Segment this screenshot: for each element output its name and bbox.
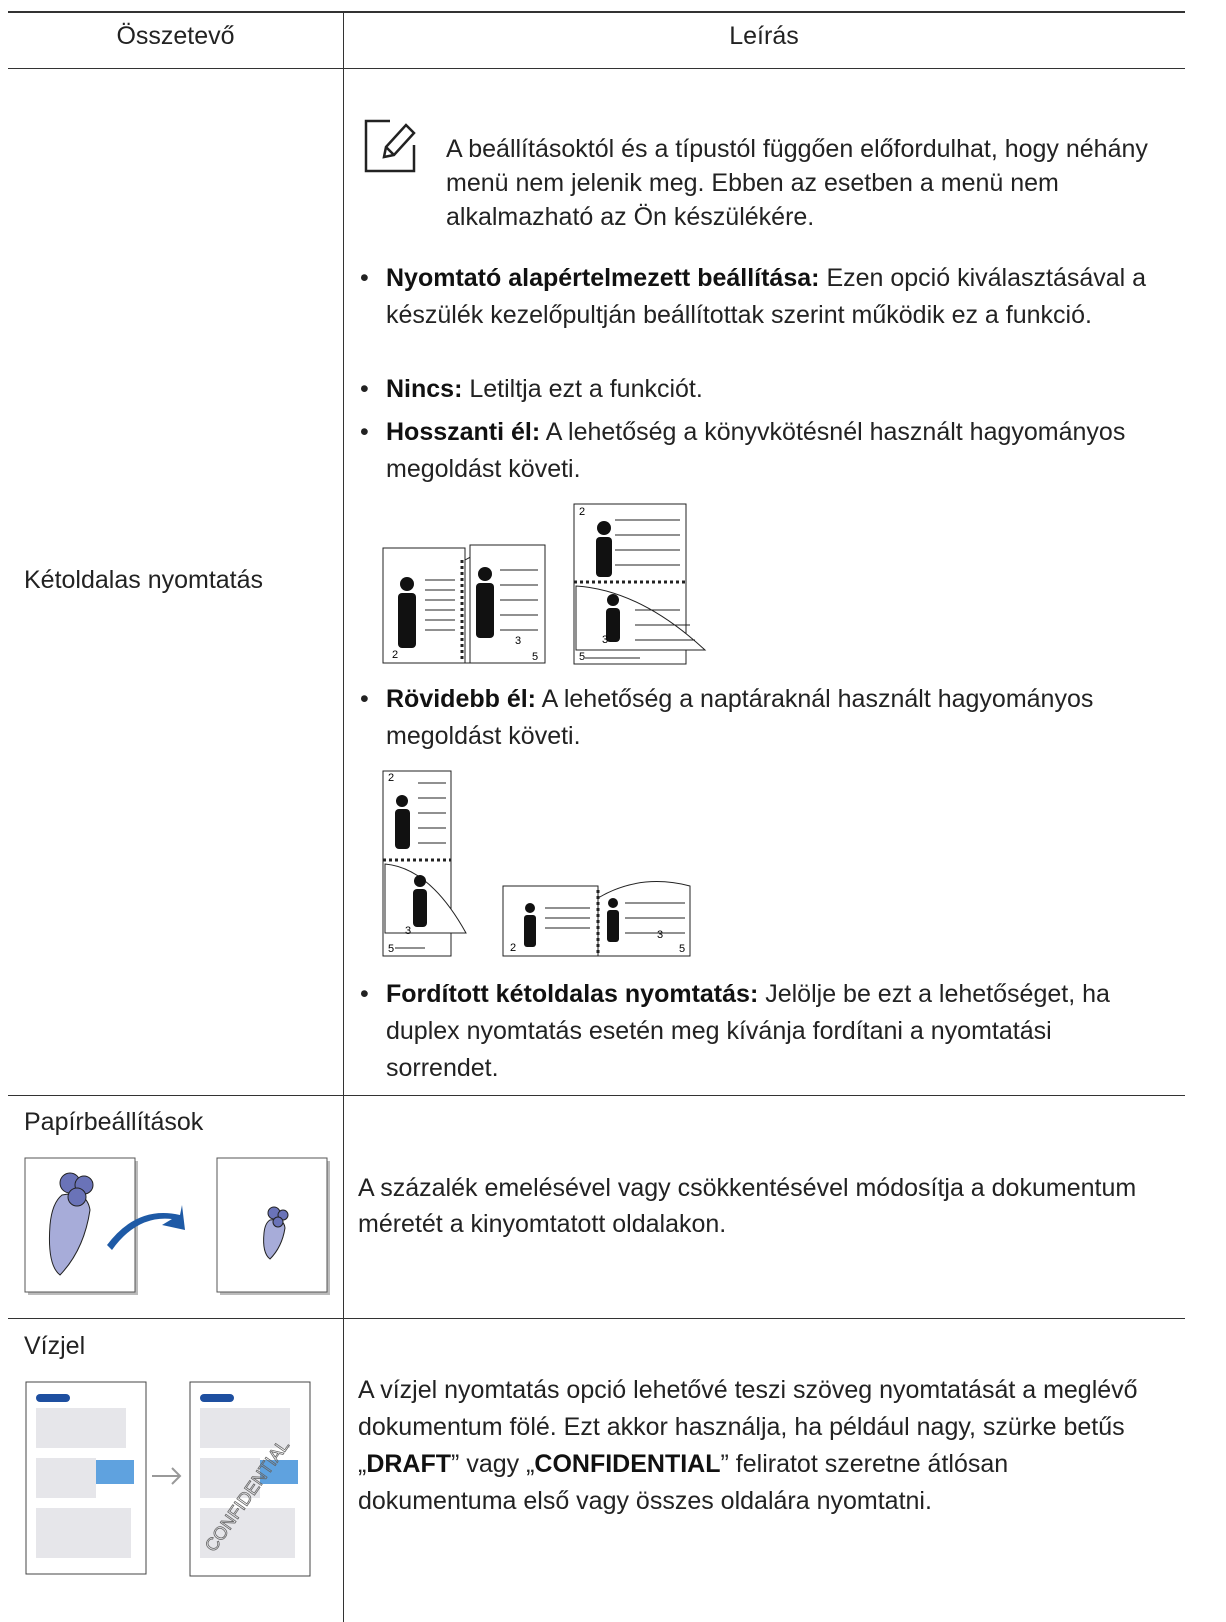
row-rule xyxy=(8,1318,1185,1319)
page-number: 5 xyxy=(579,651,585,663)
option-text: A lehetőség a naptáraknál használt hagyo… xyxy=(386,685,1094,750)
table-top-rule xyxy=(8,11,1185,13)
option-term: Hosszanti él: xyxy=(386,418,541,446)
option-text: Jelölje be ezt a lehetőséget, ha duplex … xyxy=(386,980,1110,1082)
note-icon xyxy=(364,119,416,173)
row-label: Kétoldalas nyomtatás xyxy=(24,566,264,594)
text: A vízjel nyomtatás opció lehetővé teszi … xyxy=(358,1376,1138,1478)
page-number: 2 xyxy=(388,772,394,784)
row-description: A vízjel nyomtatás opció lehetővé teszi … xyxy=(358,1372,1168,1520)
page-number: 3 xyxy=(657,929,663,941)
option-term: Fordított kétoldalas nyomtatás: xyxy=(386,980,759,1008)
header-cell: Összetevő xyxy=(116,22,235,50)
keyword: DRAFT xyxy=(366,1450,452,1478)
row-label: Papírbeállítások xyxy=(24,1108,204,1136)
page-number: 2 xyxy=(510,942,516,954)
option-term: Nyomtató alapértelmezett beállítása: xyxy=(386,264,820,292)
option-text: Letiltja ezt a funkciót. xyxy=(469,375,703,403)
page-number: 3 xyxy=(515,635,521,647)
page-number: 2 xyxy=(579,506,585,518)
option-item: Rövidebb él: A lehetőség a naptáraknál h… xyxy=(358,681,1158,755)
header-rule xyxy=(8,68,1185,69)
scaling-illustration xyxy=(24,1157,330,1295)
long-edge-illustration: 2 3 5 2 3 5 xyxy=(382,503,707,665)
column-divider xyxy=(343,11,344,1622)
watermark-illustration: CONFIDENTIAL xyxy=(25,1381,311,1577)
header-cell: Leírás xyxy=(729,22,799,50)
page-number: 5 xyxy=(679,943,685,955)
option-term: Nincs: xyxy=(386,375,463,403)
page-number: 5 xyxy=(388,943,394,955)
option-term: Rövidebb él: xyxy=(386,685,537,713)
text: ” vagy „ xyxy=(451,1450,535,1478)
option-text: A lehetőség a könyvkötésnél használt hag… xyxy=(386,418,1126,483)
option-text: Ezen opció kiválasztásával a készülék ke… xyxy=(386,264,1147,329)
option-item: Hosszanti él: A lehetőség a könyvkötésné… xyxy=(358,414,1158,488)
page-number: 5 xyxy=(532,651,538,663)
keyword: CONFIDENTIAL xyxy=(534,1450,721,1478)
option-item: Fordított kétoldalas nyomtatás: Jelölje … xyxy=(358,976,1158,1087)
text: ” feliratot szeretne átlósan dokumentuma… xyxy=(358,1450,1009,1515)
row-label: Vízjel xyxy=(24,1332,86,1360)
option-item: Nyomtató alapértelmezett beállítása: Eze… xyxy=(358,260,1158,334)
page-number: 3 xyxy=(602,634,608,646)
row-rule xyxy=(8,1095,1185,1096)
option-item: Nincs: Letiltja ezt a funkciót. xyxy=(358,371,1158,408)
page-number: 3 xyxy=(405,925,411,937)
note-text: A beállításoktól és a típustól függően e… xyxy=(446,135,1148,231)
page-number: 2 xyxy=(392,649,398,661)
row-description: A százalék emelésével vagy csökkentéséve… xyxy=(358,1174,1137,1238)
short-edge-illustration: 2 3 5 2 3 5 xyxy=(382,770,691,957)
